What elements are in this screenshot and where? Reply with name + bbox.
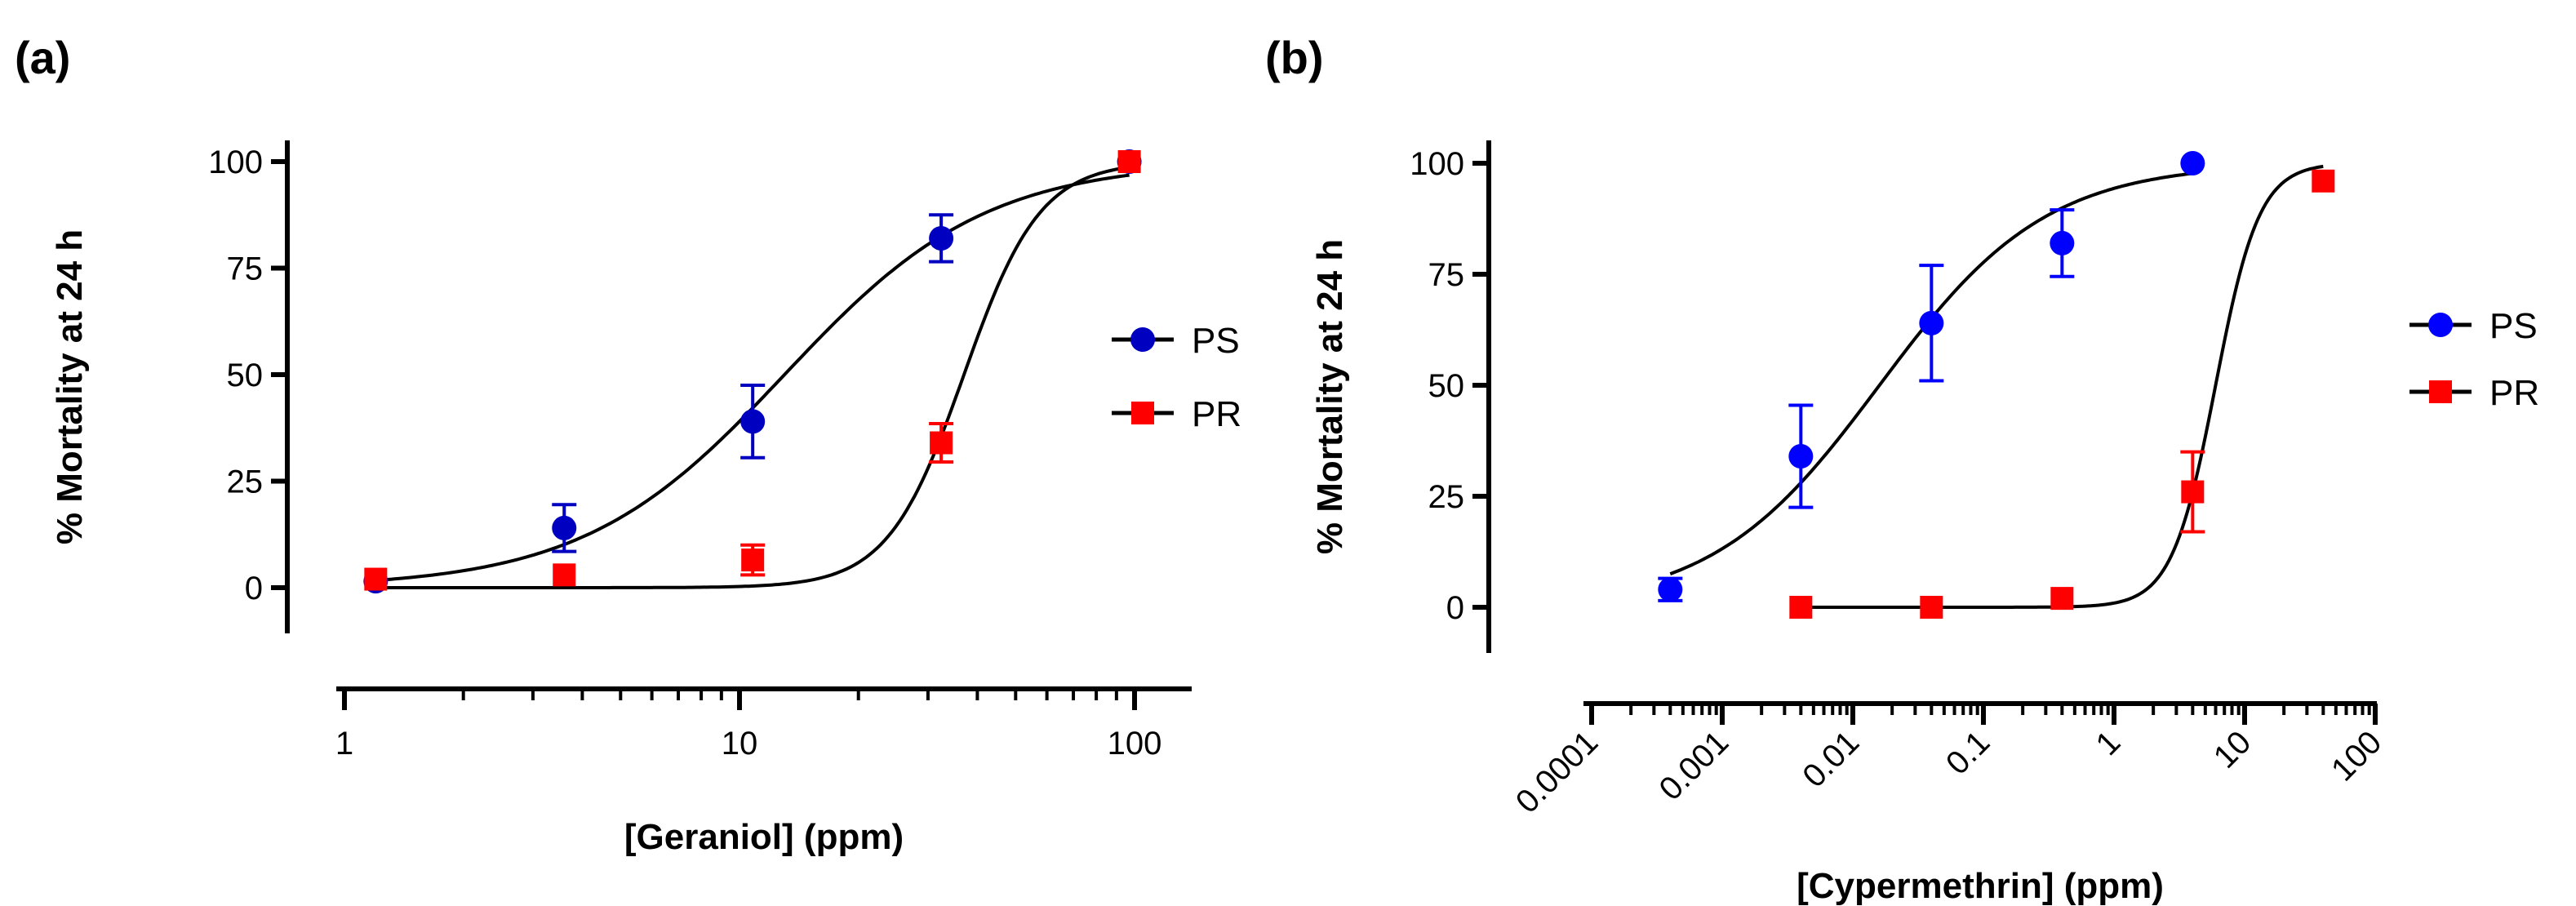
y-tick-label: 25 — [227, 464, 264, 500]
data-point-ps — [1919, 310, 1944, 335]
legend-label-ps: PS — [1192, 321, 1240, 361]
x-tick-label: 0.0001 — [1509, 724, 1606, 820]
data-point-ps — [929, 225, 954, 251]
x-tick-label: 100 — [2325, 724, 2388, 788]
fit-curve-ps — [375, 173, 1130, 583]
x-tick-label: 0.01 — [1796, 724, 1866, 794]
x-tick-label: 10 — [2207, 724, 2258, 775]
data-point-pr — [2181, 480, 2205, 504]
legend-label-ps: PS — [2489, 306, 2538, 346]
legend-label-pr: PR — [1192, 394, 1241, 434]
data-point-ps — [2050, 230, 2075, 255]
data-point-pr — [1789, 596, 1813, 619]
data-point-pr — [364, 567, 388, 591]
legend-label-pr: PR — [2489, 373, 2539, 413]
data-point-pr — [1117, 150, 1141, 173]
x-tick-label: 0.1 — [1939, 724, 1996, 781]
x-axis-label: [Cypermethrin] (ppm) — [1797, 866, 2164, 906]
y-tick-label: 50 — [227, 358, 264, 393]
data-point-ps — [1788, 444, 1814, 469]
y-tick-label: 25 — [1428, 479, 1465, 515]
data-point-ps — [2180, 151, 2205, 175]
x-tick-label: 1 — [2090, 724, 2128, 762]
data-point-pr — [2312, 169, 2335, 193]
x-axis-label: [Geraniol] (ppm) — [624, 817, 904, 857]
data-point-pr — [930, 431, 953, 455]
data-point-ps — [740, 409, 766, 434]
data-point-ps — [1658, 577, 1683, 602]
legend-marker-pr — [2429, 380, 2452, 403]
data-point-pr — [741, 548, 765, 572]
x-tick-label: 100 — [1108, 726, 1162, 762]
y-tick-label: 75 — [227, 251, 264, 287]
panel-label: (b) — [1265, 32, 1324, 83]
legend-marker-ps — [2428, 313, 2453, 337]
data-point-ps — [552, 515, 577, 540]
y-tick-label: 100 — [1410, 146, 1464, 182]
data-point-pr — [553, 563, 576, 587]
data-point-pr — [2050, 587, 2074, 611]
legend-marker-ps — [1130, 327, 1155, 352]
y-tick-label: 0 — [245, 571, 263, 606]
fit-curve-pr — [375, 165, 1130, 589]
y-tick-label: 0 — [1446, 590, 1464, 626]
y-tick-label: 75 — [1428, 257, 1465, 293]
y-tick-label: 100 — [208, 144, 263, 180]
panel-a: (a) 0 25 50 75 100 1 10 100 [Geraniol] (ppm) % Mor… — [15, 32, 1241, 857]
panel-label: (a) — [15, 32, 70, 83]
y-axis-label: % Mortality at 24 h — [50, 229, 90, 544]
y-tick-label: 50 — [1428, 368, 1465, 404]
panel-b: (b) 0 25 50 75 100 0.0001 0.001 0.01 0.1 1 10 100 [Cy… — [1265, 32, 2539, 906]
x-tick-label: 1 — [335, 726, 353, 762]
legend-marker-pr — [1131, 402, 1154, 424]
x-tick-label: 10 — [722, 726, 758, 762]
data-point-pr — [1920, 596, 1943, 619]
y-axis-label: % Mortality at 24 h — [1310, 239, 1350, 554]
x-tick-label: 0.001 — [1652, 724, 1735, 807]
